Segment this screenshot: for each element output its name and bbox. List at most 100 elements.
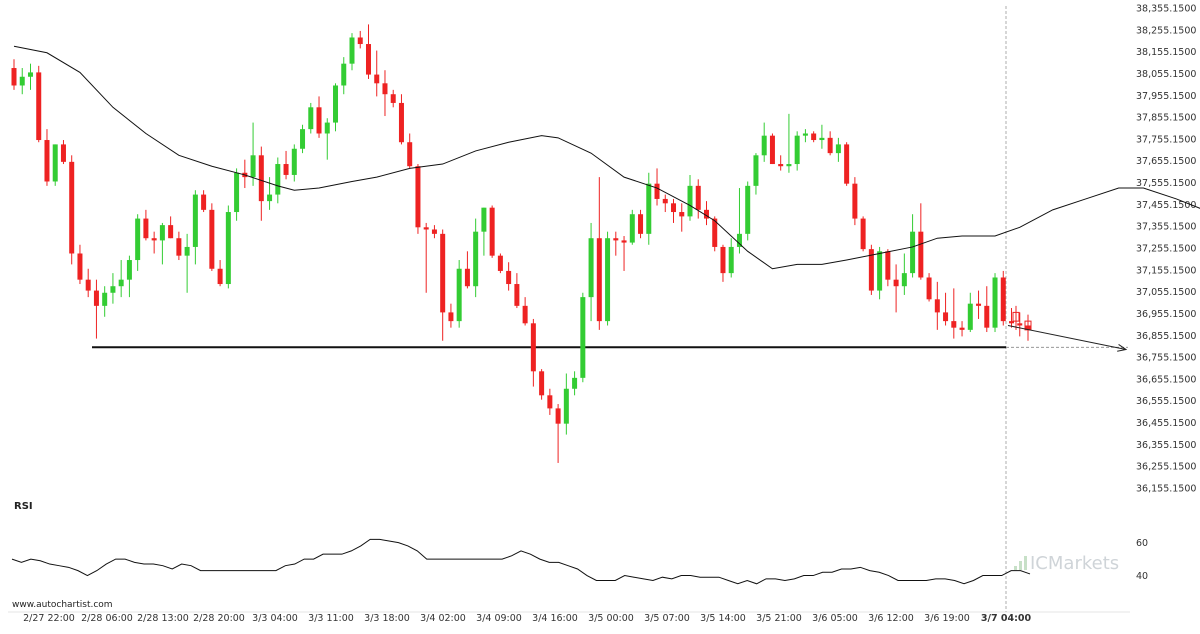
price-tick-label: 36,255.1500 <box>1136 462 1196 473</box>
candle <box>382 70 387 116</box>
candle <box>819 125 824 149</box>
price-tick-label: 38,255.1500 <box>1136 25 1196 36</box>
price-tick-label: 37,455.1500 <box>1136 200 1196 211</box>
price-tick-label: 37,955.1500 <box>1136 91 1196 102</box>
x-tick-label: 2/28 06:00 <box>81 613 133 624</box>
candle-body <box>597 238 602 321</box>
candle <box>358 31 363 48</box>
candle-body <box>28 72 33 76</box>
candle-body <box>119 280 124 287</box>
candle <box>481 208 486 256</box>
candle <box>53 144 58 185</box>
candle <box>94 280 99 339</box>
candle-body <box>341 64 346 86</box>
candle <box>457 260 462 328</box>
candle <box>234 168 239 220</box>
candle-body <box>976 304 981 306</box>
candle <box>201 190 206 212</box>
candle-body <box>836 144 841 153</box>
candle <box>102 286 107 317</box>
candle <box>984 286 989 332</box>
candle-body <box>646 184 651 234</box>
candle <box>968 293 973 332</box>
candle-body <box>894 280 899 287</box>
candle-body <box>53 144 58 181</box>
candle <box>498 253 503 273</box>
candle <box>350 33 355 70</box>
candle <box>712 216 717 251</box>
candle-body <box>613 238 618 240</box>
candle <box>976 291 981 319</box>
candle-body <box>415 166 420 227</box>
candle <box>745 181 750 240</box>
candle-body <box>275 164 280 195</box>
candle <box>308 103 313 134</box>
rsi-line <box>12 539 1030 583</box>
candle <box>951 288 956 338</box>
price-tick-label: 37,655.1500 <box>1136 156 1196 167</box>
candle <box>646 173 651 245</box>
candle-body <box>317 107 322 133</box>
candle <box>993 273 998 332</box>
candle <box>251 123 256 186</box>
candle <box>135 214 140 271</box>
candle-body <box>523 306 528 323</box>
projection-arrow <box>1008 325 1126 349</box>
candle-body <box>86 280 91 291</box>
candle <box>12 59 17 90</box>
candle-body <box>770 136 775 164</box>
candle-body <box>490 208 495 256</box>
x-tick-label: 3/4 16:00 <box>532 613 578 624</box>
candle-body <box>506 271 511 284</box>
candle-body <box>176 238 181 255</box>
candle-body <box>251 155 256 177</box>
candle <box>704 201 709 225</box>
candle <box>185 234 190 293</box>
candle <box>1001 271 1006 326</box>
candle <box>119 260 124 297</box>
candle-body <box>110 286 115 293</box>
candle-body <box>407 142 412 166</box>
candle <box>366 24 371 79</box>
x-tick-label: 3/3 11:00 <box>308 613 354 624</box>
candle <box>589 223 594 321</box>
rsi-title: RSI <box>14 501 33 512</box>
candle-body <box>12 68 17 85</box>
candle-body <box>696 186 701 210</box>
price-panel: 38,355.150038,255.150038,155.150038,055.… <box>12 4 1200 613</box>
candle-body <box>638 214 643 234</box>
candle-body <box>185 247 190 256</box>
candle-body <box>143 219 148 239</box>
candle <box>927 273 932 301</box>
candle-body <box>366 44 371 75</box>
candle-body <box>622 240 627 242</box>
price-tick-label: 37,555.1500 <box>1136 178 1196 189</box>
x-tick-label: 3/3 04:00 <box>252 613 298 624</box>
candle <box>885 249 890 286</box>
candle-body <box>885 251 890 279</box>
candle <box>828 131 833 155</box>
candle-body <box>852 184 857 219</box>
candle-body <box>94 291 99 306</box>
price-tick-label: 38,355.1500 <box>1136 4 1196 15</box>
candle-body <box>498 256 503 271</box>
candle <box>407 133 412 168</box>
candle <box>564 373 569 434</box>
candle-body <box>465 269 470 286</box>
candle-body <box>811 133 816 140</box>
price-tick-label: 37,055.1500 <box>1136 287 1196 298</box>
x-tick-label: 3/6 19:00 <box>924 613 970 624</box>
candle-body <box>960 328 965 330</box>
candle-body <box>374 75 379 84</box>
candle-body <box>910 232 915 273</box>
candle-body <box>300 129 305 149</box>
candle <box>630 210 635 245</box>
candle-body <box>77 253 82 279</box>
candle-body <box>292 149 297 175</box>
candle-body <box>778 164 783 166</box>
candle <box>572 371 577 395</box>
candle <box>242 160 247 188</box>
price-tick-label: 36,155.1500 <box>1136 484 1196 495</box>
price-tick-label: 37,155.1500 <box>1136 265 1196 276</box>
